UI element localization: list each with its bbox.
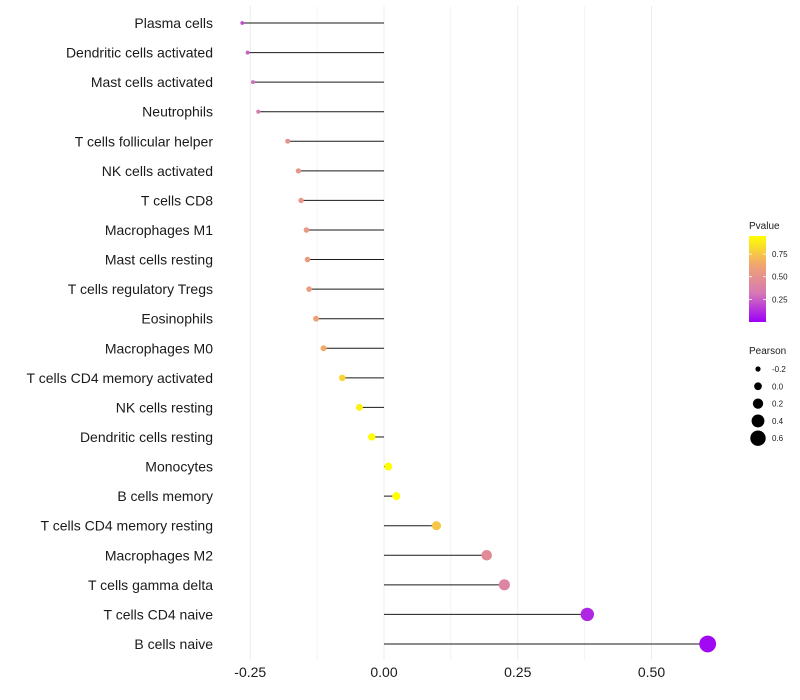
category-label: Dendritic cells activated: [66, 45, 213, 61]
data-point: [320, 345, 327, 352]
x-tick-label: 0.50: [638, 664, 665, 680]
category-label: T cells CD4 memory resting: [41, 518, 213, 534]
pvalue-legend: Pvalue 0.75 0.50 0.25: [749, 221, 788, 322]
category-label: NK cells activated: [102, 163, 213, 179]
pearson-legend-label: 0.4: [772, 417, 784, 426]
category-label: Neutrophils: [142, 104, 213, 120]
pearson-legend-label: 0.2: [772, 400, 784, 409]
data-point: [303, 227, 310, 233]
category-label: T cells regulatory Tregs: [68, 281, 213, 297]
data-point: [285, 138, 291, 144]
data-point: [699, 635, 717, 653]
category-label: Monocytes: [145, 459, 213, 475]
data-point: [250, 80, 255, 85]
data-point: [313, 315, 319, 322]
data-point: [256, 109, 261, 114]
pvalue-legend-label: 0.75: [772, 250, 788, 259]
pearson-legend-dot: [750, 430, 766, 446]
category-label: Plasma cells: [134, 15, 213, 31]
category-label: T cells follicular helper: [75, 133, 214, 149]
data-point: [306, 286, 312, 292]
data-point: [498, 579, 510, 591]
category-label: Mast cells resting: [105, 252, 213, 268]
data-point: [355, 403, 363, 411]
pearson-legend-title: Pearson: [749, 346, 786, 357]
category-label: NK cells resting: [116, 399, 213, 415]
pvalue-legend-title: Pvalue: [749, 221, 780, 232]
pearson-legend: Pearson -0.2 0.0 0.2 0.4 0.6: [749, 346, 786, 446]
data-point: [245, 50, 250, 55]
data-point: [580, 607, 594, 622]
data-point: [339, 374, 346, 382]
category-label: Dendritic cells resting: [80, 429, 213, 445]
x-tick-label: 0.25: [504, 664, 531, 680]
category-label: Macrophages M1: [105, 222, 213, 238]
lollipop-stems: [242, 22, 708, 645]
data-point: [240, 21, 245, 25]
x-tick-label: -0.25: [234, 664, 266, 680]
pearson-legend-label: -0.2: [772, 365, 786, 374]
category-labels: Plasma cells Dendritic cells activated Mas…: [27, 15, 214, 652]
data-point: [298, 197, 304, 204]
pearson-legend-label: 0.6: [772, 434, 784, 443]
gridlines: [249, 6, 652, 660]
data-point: [392, 492, 401, 501]
pearson-legend-dot: [751, 414, 765, 428]
category-label: T cells gamma delta: [88, 577, 213, 593]
pearson-legend-dot: [754, 382, 762, 391]
x-tick-label: 0.00: [370, 664, 397, 680]
category-label: T cells CD4 memory activated: [27, 370, 213, 386]
category-label: Mast cells activated: [91, 74, 213, 90]
data-point: [481, 549, 493, 561]
lollipop-points: [240, 21, 717, 653]
data-point: [384, 462, 393, 471]
data-point: [295, 168, 302, 174]
data-point: [431, 521, 442, 531]
data-point: [304, 256, 311, 263]
category-label: T cells CD4 naive: [104, 606, 214, 622]
category-label: B cells memory: [117, 488, 213, 504]
category-label: T cells CD8: [141, 192, 213, 208]
category-label: Macrophages M0: [105, 340, 213, 356]
category-label: Macrophages M2: [105, 547, 213, 563]
category-label: Eosinophils: [141, 311, 213, 327]
pearson-legend-dot: [755, 366, 761, 372]
pearson-legend-label: 0.0: [772, 382, 784, 391]
category-label: B cells naive: [134, 636, 213, 652]
pvalue-legend-label: 0.25: [772, 295, 788, 304]
pearson-legend-dot: [752, 398, 764, 409]
x-axis-tick-labels: -0.25 0.00 0.25 0.50: [234, 664, 665, 680]
pvalue-colorbar: [749, 236, 766, 322]
pvalue-legend-label: 0.50: [772, 273, 788, 282]
data-point: [368, 433, 376, 441]
